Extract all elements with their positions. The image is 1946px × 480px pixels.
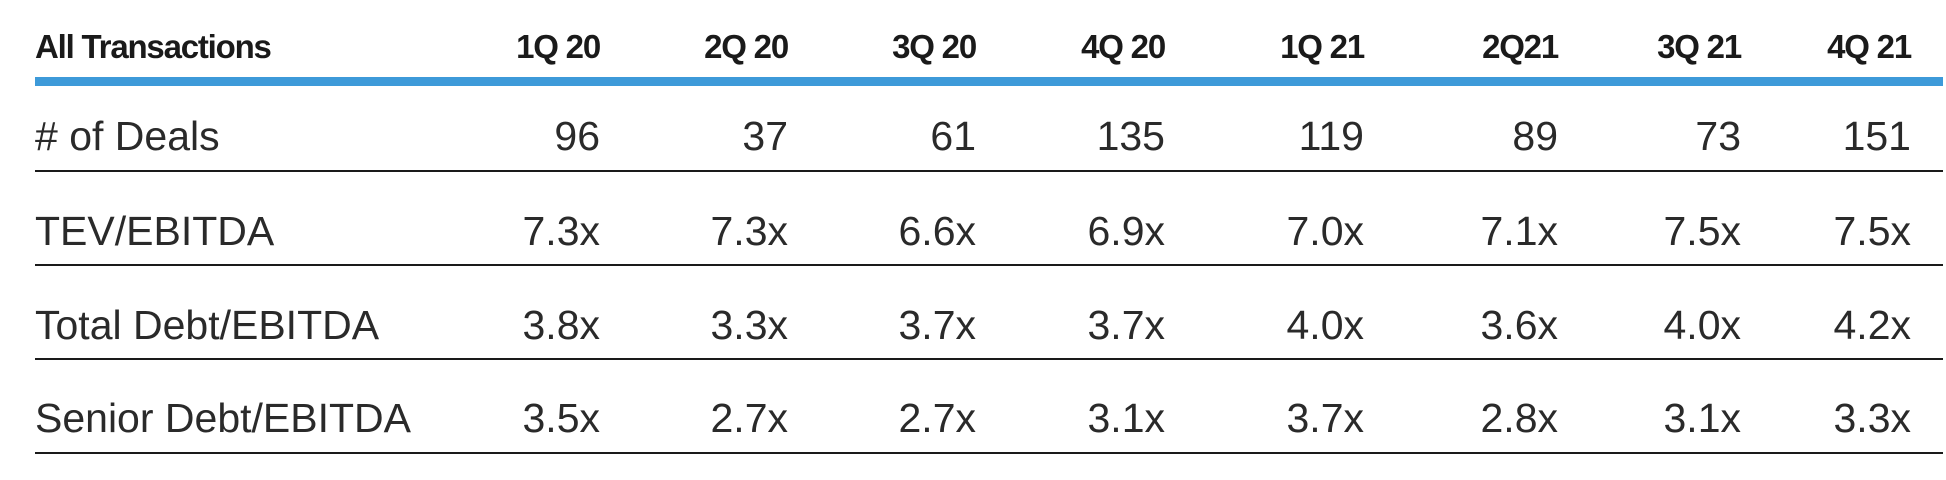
row-rule [35,452,1943,454]
row-label: # of Deals [35,112,220,159]
cell-value: 3.7x [1286,394,1365,441]
cell-value: 7.0x [1286,207,1365,254]
cell-value: 7.5x [1663,207,1742,254]
cell-value: 7.3x [710,207,789,254]
row-label: Senior Debt/EBITDA [35,394,411,441]
row-label: TEV/EBITDA [35,207,275,254]
cell-value: 3.1x [1663,394,1742,441]
column-header: 2Q21 [1482,27,1559,65]
cell-value: 2.7x [710,394,789,441]
column-header: 4Q 21 [1827,27,1912,65]
cell-value: 3.3x [1833,394,1912,441]
cell-value: 7.1x [1480,207,1559,254]
row-rule [35,170,1943,172]
cell-value: 3.3x [710,301,789,348]
column-header: 1Q 20 [516,27,601,65]
cell-value: 73 [1695,112,1741,159]
row-rule [35,358,1943,360]
column-header: 1Q 21 [1280,27,1365,65]
cell-value: 3.6x [1480,301,1559,348]
cell-value: 151 [1842,112,1911,159]
cell-value: 3.7x [898,301,977,348]
cell-value: 4.0x [1286,301,1365,348]
column-header: 4Q 20 [1081,27,1166,65]
cell-value: 37 [742,112,788,159]
cell-value: 7.5x [1833,207,1912,254]
cell-value: 6.9x [1087,207,1166,254]
cell-value: 4.2x [1833,301,1912,348]
cell-value: 3.1x [1087,394,1166,441]
cell-value: 119 [1298,112,1364,159]
cell-value: 61 [930,112,976,159]
cell-value: 2.7x [898,394,977,441]
cell-value: 96 [554,112,600,159]
header-rule [35,77,1943,86]
cell-value: 3.7x [1087,301,1166,348]
cell-value: 89 [1512,112,1558,159]
cell-value: 3.5x [522,394,601,441]
cell-value: 3.8x [522,301,601,348]
header-label: All Transactions [35,27,272,65]
cell-value: 135 [1096,112,1165,159]
column-header: 3Q 20 [892,27,977,65]
cell-value: 4.0x [1663,301,1742,348]
cell-value: 2.8x [1480,394,1559,441]
column-header: 2Q 20 [704,27,789,65]
cell-value: 6.6x [898,207,977,254]
row-label: Total Debt/EBITDA [35,301,380,348]
column-header: 3Q 21 [1657,27,1742,65]
cell-value: 7.3x [522,207,601,254]
row-rule [35,264,1943,266]
